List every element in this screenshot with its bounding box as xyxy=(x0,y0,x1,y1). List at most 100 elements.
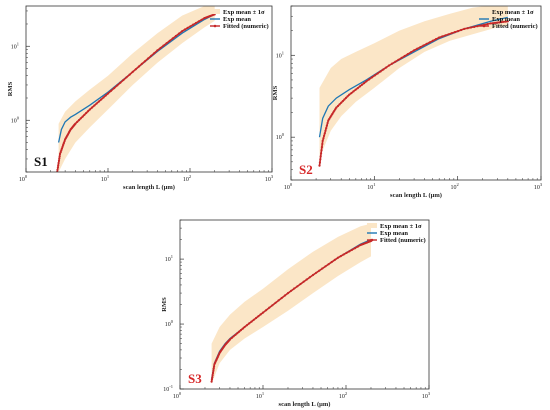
fitted-point xyxy=(174,34,177,38)
fitted-point xyxy=(177,32,181,35)
fitted-point xyxy=(147,57,150,60)
legend-entry: Fitted (numeric) xyxy=(492,23,538,30)
fitted-point xyxy=(59,151,62,154)
fitted-point xyxy=(400,56,403,60)
fitted-point xyxy=(338,103,341,106)
fitted-point xyxy=(340,101,343,104)
fitted-point xyxy=(391,62,394,65)
fitted-point xyxy=(58,152,62,156)
fitted-point xyxy=(305,278,308,281)
x-tick-exponent: 2 xyxy=(189,174,191,179)
fitted-point xyxy=(58,157,61,160)
y-tick-exponent: 1 xyxy=(171,254,173,259)
fitted-point xyxy=(323,134,326,137)
fitted-point xyxy=(211,374,214,377)
fitted-point xyxy=(329,116,332,119)
fitted-point xyxy=(373,74,376,77)
fitted-point xyxy=(125,76,128,79)
fitted-point xyxy=(106,92,110,95)
fitted-point xyxy=(456,30,460,33)
fitted-point xyxy=(348,250,351,253)
fitted-point xyxy=(91,106,94,109)
fitted-point xyxy=(150,54,153,57)
x-tick-label: 101 xyxy=(101,174,109,183)
fitted-point xyxy=(83,113,86,116)
fitted-point xyxy=(63,140,66,143)
y-tick-label: 100 xyxy=(165,319,174,328)
legend-entry: Exp mean xyxy=(223,16,251,23)
fitted-point xyxy=(181,30,184,33)
fitted-point xyxy=(428,41,431,44)
fitted-point xyxy=(360,83,364,86)
y-tick-label: 10-1 xyxy=(163,384,173,393)
fitted-point xyxy=(318,269,321,272)
fitted-point xyxy=(494,21,497,24)
fitted-point xyxy=(397,58,400,61)
fitted-point xyxy=(271,304,274,307)
fitted-point xyxy=(265,309,268,312)
fitted-point xyxy=(296,285,299,288)
fitted-point xyxy=(416,47,419,50)
fitted-point xyxy=(325,127,328,130)
fitted-point xyxy=(283,294,286,297)
fitted-point xyxy=(57,164,60,167)
fitted-point xyxy=(506,20,509,23)
fitted-point xyxy=(293,287,296,290)
fitted-point xyxy=(419,46,422,49)
fitted-point xyxy=(230,336,233,339)
fitted-point xyxy=(156,49,159,52)
plot-area xyxy=(56,6,216,172)
legend-entry: Fitted (numeric) xyxy=(223,23,269,30)
fitted-point xyxy=(210,380,213,383)
fitted-point xyxy=(385,66,388,69)
fitted-point xyxy=(252,318,255,321)
fitted-point xyxy=(56,166,60,169)
y-tick-label: 101 xyxy=(276,50,284,59)
x-tick-label: 103 xyxy=(534,182,543,191)
fitted-point xyxy=(491,22,495,25)
y-tick-exponent: 1 xyxy=(282,50,284,55)
fitted-point xyxy=(234,333,237,336)
fitted-point xyxy=(86,110,90,113)
fitted-point xyxy=(60,147,64,150)
y-axis-label: RMS xyxy=(272,85,279,100)
legend-swatch-marker xyxy=(482,24,486,28)
fitted-point xyxy=(61,145,64,148)
fitted-point xyxy=(137,65,140,68)
x-tick-exponent: 3 xyxy=(540,182,543,187)
y-tick-label: 101 xyxy=(11,41,19,50)
x-tick-exponent: 2 xyxy=(457,182,459,187)
fitted-point xyxy=(345,251,348,254)
fitted-point xyxy=(159,46,162,50)
fitted-point xyxy=(76,120,79,123)
fitted-point xyxy=(341,100,344,103)
x-tick-label: 102 xyxy=(451,182,459,191)
fitted-point xyxy=(335,106,338,109)
x-tick-exponent: 1 xyxy=(373,182,375,187)
x-tick-exponent: 0 xyxy=(290,182,293,187)
fitted-point xyxy=(333,109,336,112)
fitted-point xyxy=(318,164,321,167)
fitted-point xyxy=(466,27,469,30)
fitted-point xyxy=(504,20,507,23)
legend-entry: Fitted (numeric) xyxy=(380,237,426,244)
fitted-point xyxy=(212,369,215,372)
fitted-point xyxy=(81,115,84,118)
fitted-point xyxy=(143,60,147,63)
y-axis-label: RMS xyxy=(7,81,14,96)
fitted-point xyxy=(140,62,143,65)
fitted-point xyxy=(476,25,479,28)
x-tick-exponent: 3 xyxy=(428,391,431,396)
fitted-point xyxy=(183,28,186,31)
y-tick-label: 100 xyxy=(11,115,20,124)
fitted-point xyxy=(97,100,100,103)
fitted-point xyxy=(250,320,253,323)
fitted-point xyxy=(376,72,379,75)
legend-swatch-marker xyxy=(370,238,374,242)
fitted-point xyxy=(382,68,385,71)
y-tick-label: 100 xyxy=(276,132,285,141)
fitted-point xyxy=(358,85,361,88)
x-tick-label: 100 xyxy=(173,391,182,400)
exp-mean-line xyxy=(57,13,215,143)
